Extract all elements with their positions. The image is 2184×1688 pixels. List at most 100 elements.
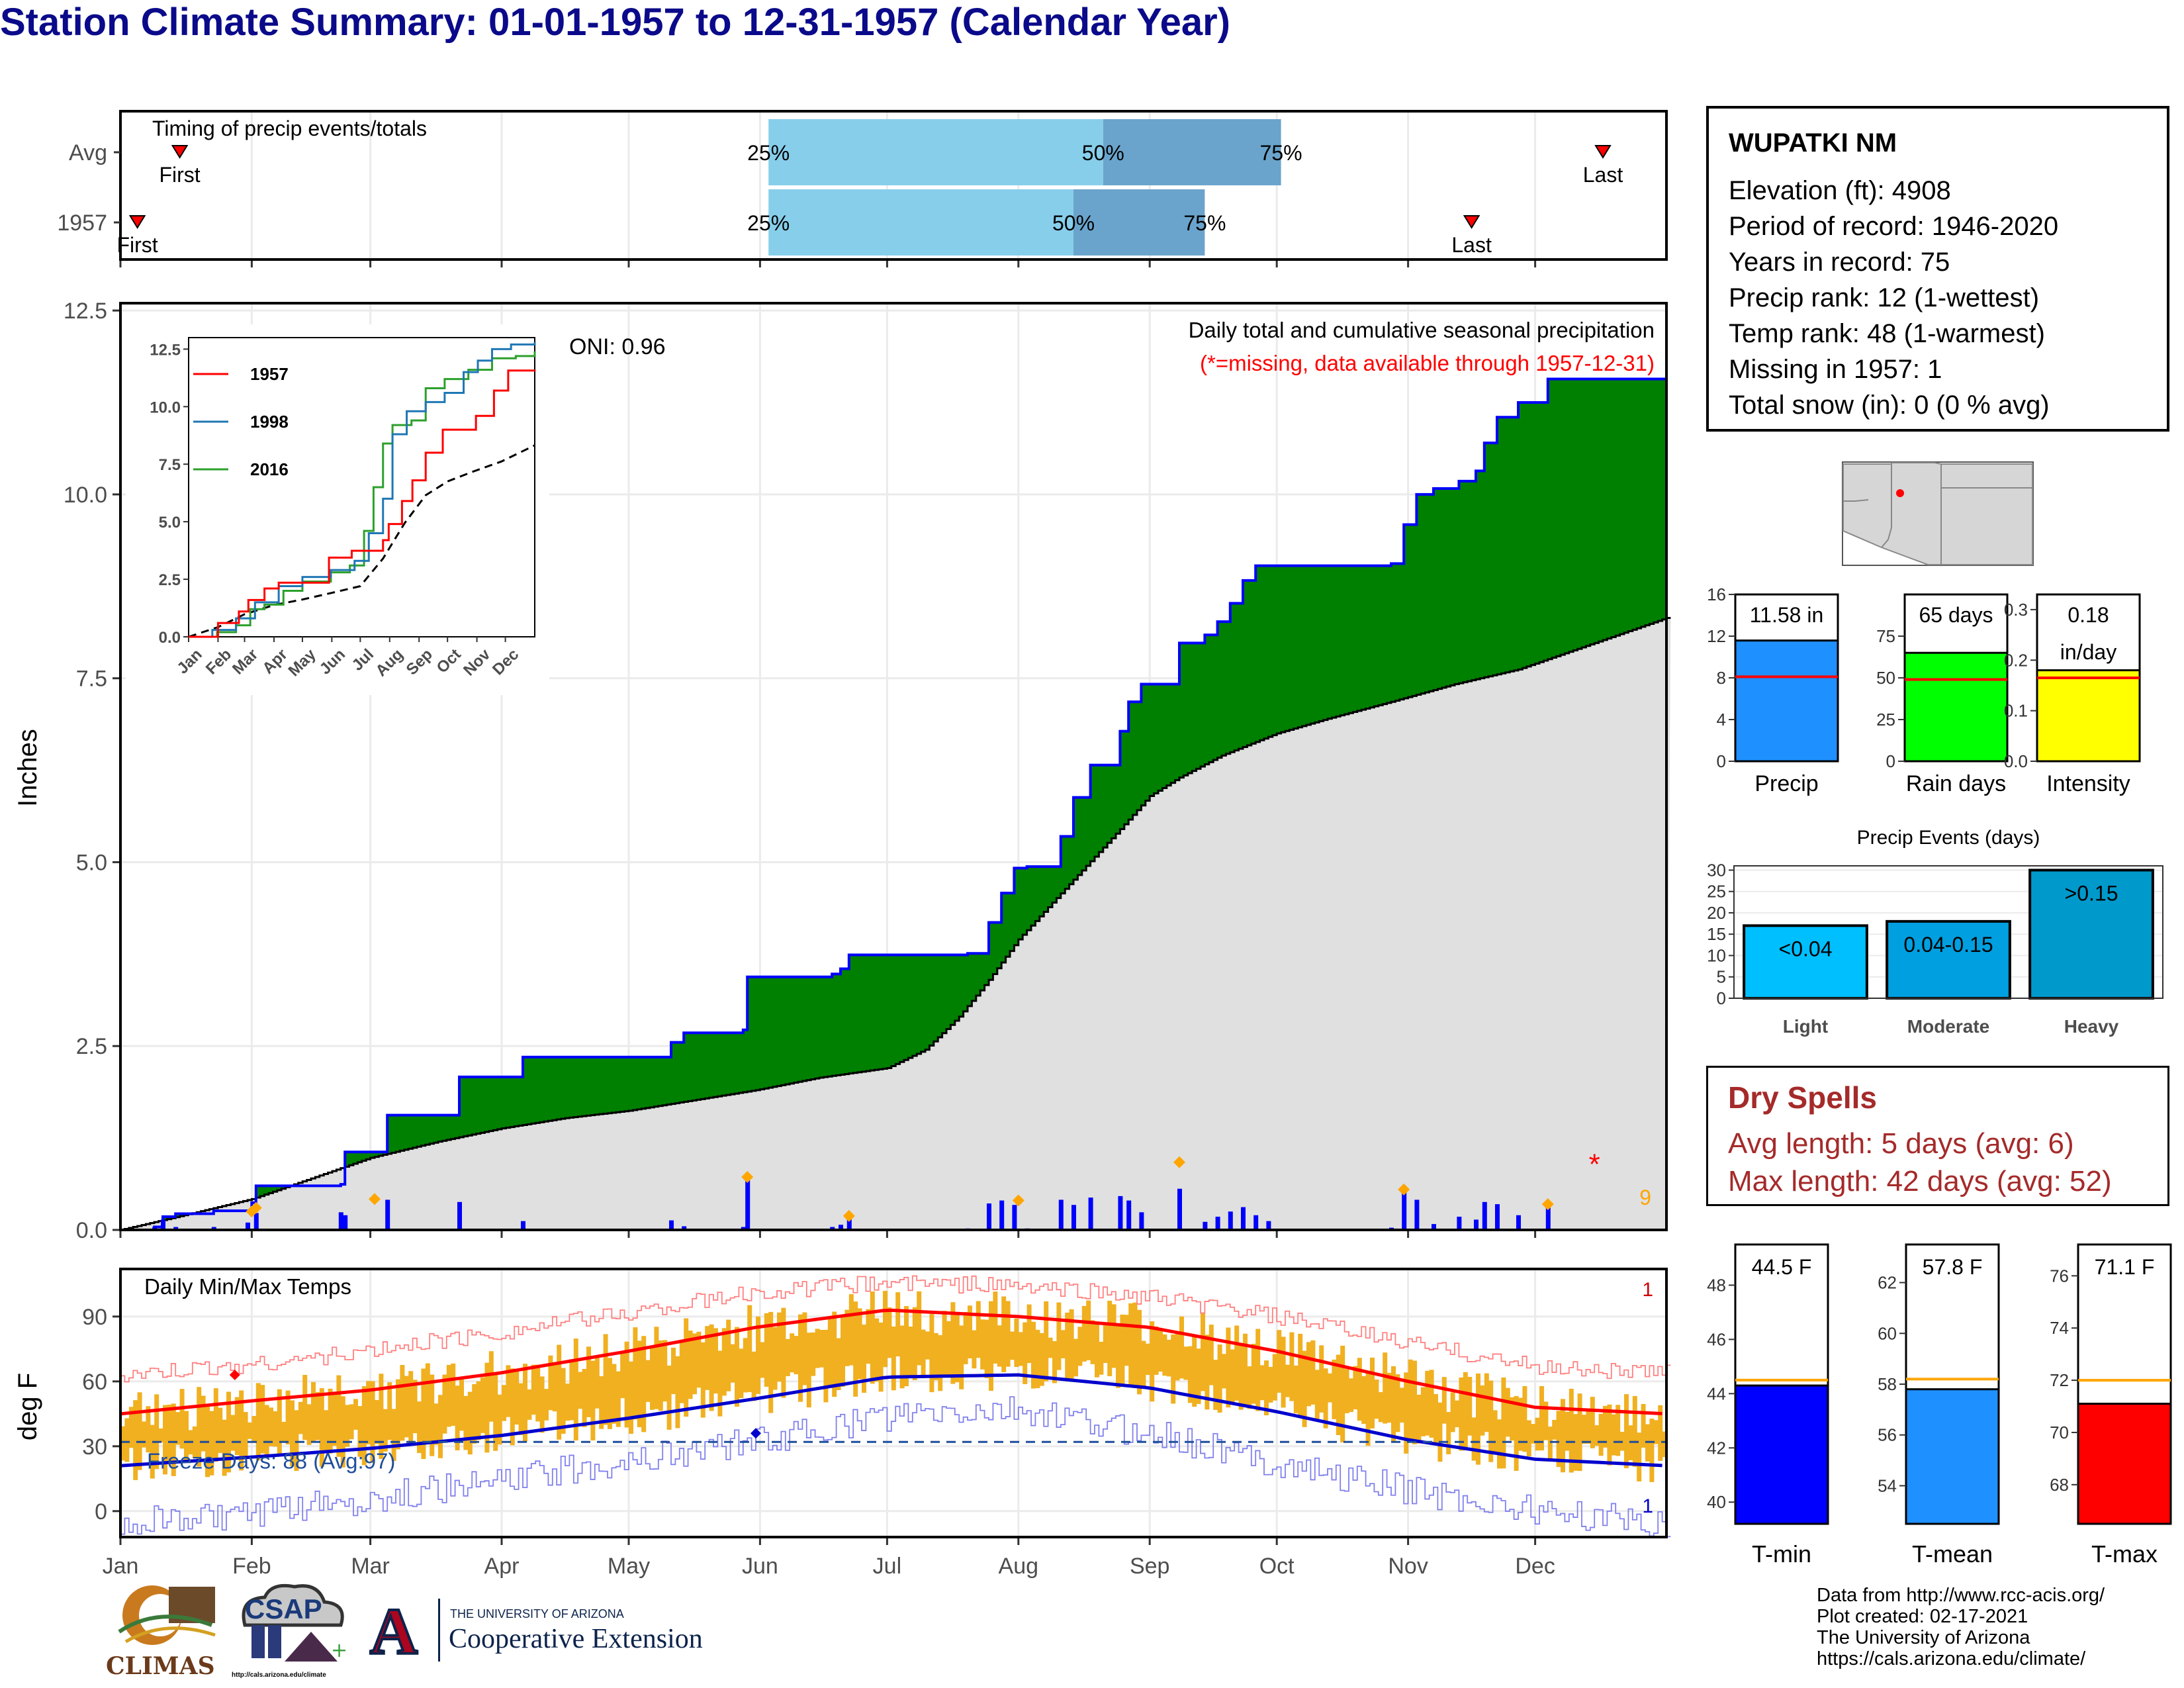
temp-bar-y-tick-label: 68 bbox=[2050, 1475, 2069, 1495]
daily-temp-range-bar bbox=[1081, 1305, 1087, 1362]
daily-temp-range-bar bbox=[1039, 1333, 1044, 1386]
daily-temp-range-bar bbox=[654, 1327, 659, 1409]
record-diamond-marker bbox=[842, 1209, 855, 1222]
station-info-line: Missing in 1957: 1 bbox=[1729, 355, 1942, 384]
daily-temp-range-bar bbox=[874, 1318, 880, 1382]
daily-temp-range-bar bbox=[552, 1364, 557, 1412]
daily-temp-range-bar bbox=[1370, 1357, 1375, 1429]
daily-temp-range-bar bbox=[1429, 1370, 1434, 1438]
inset-y-tick-label: 5.0 bbox=[159, 514, 181, 532]
precip-events-y-tick-label: 10 bbox=[1707, 945, 1726, 965]
record-temp-marker bbox=[751, 1428, 761, 1439]
station-info-line: Temp rank: 48 (1-warmest) bbox=[1729, 319, 2045, 348]
temp-x-tick-label: Aug bbox=[999, 1554, 1039, 1579]
daily-temp-range-bar bbox=[599, 1376, 604, 1429]
summary-bar-name: Precip bbox=[1754, 771, 1818, 796]
daily-precip-bar bbox=[161, 1219, 165, 1230]
daily-precip-bar bbox=[1058, 1199, 1064, 1230]
daily-temp-range-bar bbox=[142, 1421, 146, 1448]
daily-temp-range-bar bbox=[1361, 1376, 1367, 1424]
daily-temp-range-bar bbox=[459, 1380, 464, 1431]
daily-precip-bar bbox=[741, 1227, 746, 1230]
daily-temp-range-bar bbox=[1383, 1352, 1388, 1424]
daily-temp-range-bar bbox=[463, 1395, 469, 1450]
station-info-line: Period of record: 1946-2020 bbox=[1729, 212, 2059, 241]
page-title: Station Climate Summary: 01-01-1957 to 1… bbox=[0, 1, 1230, 44]
credits: Data from http://www.rcc-acis.org/ Plot … bbox=[1817, 1585, 2105, 1670]
daily-temp-range-bar bbox=[760, 1342, 765, 1378]
timing-panel: Timing of precip events/totals Avg 25% 50% 7… bbox=[57, 110, 1668, 267]
csap-wordmark: CSAP bbox=[245, 1593, 322, 1624]
daily-temp-range-bar bbox=[251, 1416, 257, 1443]
timing-last-label: Last bbox=[1583, 163, 1623, 187]
daily-temp-range-bar bbox=[361, 1386, 367, 1466]
daily-temp-range-bar bbox=[1281, 1336, 1286, 1408]
daily-temp-range-bar bbox=[633, 1327, 638, 1420]
timing-bar-upper bbox=[1073, 189, 1205, 256]
timing-pct-50: 50% bbox=[1082, 141, 1124, 165]
daily-temp-range-bar bbox=[891, 1326, 896, 1391]
timing-bar-lower bbox=[768, 119, 1103, 185]
daily-temp-range-bar bbox=[972, 1330, 977, 1369]
summary-bar-fill bbox=[1903, 651, 2009, 763]
summary-bar-name: Rain days bbox=[1906, 771, 2006, 796]
daily-temp-range-bar bbox=[709, 1324, 714, 1411]
precip-events-bar-label: >0.15 bbox=[2065, 881, 2118, 905]
daily-temp-range-bar bbox=[1455, 1400, 1459, 1428]
daily-temp-range-bar bbox=[688, 1331, 693, 1399]
daily-temp-range-bar bbox=[455, 1385, 460, 1450]
record-low-count: 1 bbox=[1642, 1495, 1653, 1517]
daily-temp-range-bar bbox=[1531, 1424, 1536, 1444]
daily-temp-range-bar bbox=[1005, 1301, 1011, 1367]
daily-temp-range-bar bbox=[608, 1358, 612, 1429]
daily-precip-bar bbox=[846, 1215, 852, 1230]
daily-temp-range-bar bbox=[1328, 1373, 1332, 1403]
daily-temp-range-bar bbox=[451, 1363, 456, 1426]
daily-temp-range-bar bbox=[175, 1412, 181, 1445]
daily-temp-range-bar bbox=[1459, 1377, 1464, 1451]
daily-temp-range-bar bbox=[1501, 1377, 1506, 1469]
daily-temp-range-bar bbox=[171, 1403, 176, 1476]
daily-temp-range-bar bbox=[531, 1364, 536, 1415]
daily-temp-range-bar bbox=[1374, 1380, 1379, 1419]
daily-temp-range-bar bbox=[1264, 1360, 1269, 1416]
daily-temp-range-bar bbox=[1060, 1330, 1066, 1358]
precip-events-y-tick-label: 5 bbox=[1717, 967, 1726, 987]
daily-precip-bar bbox=[385, 1199, 390, 1230]
daily-temp-range-bar bbox=[1137, 1309, 1142, 1395]
daily-temp-range-bar bbox=[1332, 1359, 1337, 1419]
daily-precip-bar bbox=[457, 1201, 462, 1230]
precip-caption: Daily total and cumulative seasonal prec… bbox=[1189, 318, 1655, 342]
daily-temp-range-bar bbox=[1590, 1397, 1595, 1448]
dry-spells-avg: Avg length: 5 days (avg: 6) bbox=[1728, 1127, 2074, 1160]
summary-bar-y-tick-label: 12 bbox=[1707, 626, 1726, 646]
daily-temp-range-bar bbox=[1154, 1326, 1159, 1375]
daily-temp-range-bar bbox=[883, 1291, 887, 1368]
daily-temp-range-bar bbox=[586, 1346, 591, 1417]
daily-temp-range-bar bbox=[1565, 1411, 1570, 1451]
daily-temp-range-bar bbox=[502, 1385, 506, 1421]
precip-events-bar-label: 0.04-0.15 bbox=[1903, 933, 1993, 957]
csap-logo: + CSAP http://cals.arizona.edu/climate bbox=[232, 1579, 351, 1685]
temp-x-tick-label: Jan bbox=[103, 1554, 139, 1579]
daily-temp-range-bar bbox=[1230, 1349, 1235, 1403]
daily-temp-range-bar bbox=[269, 1407, 273, 1446]
daily-temp-range-bar bbox=[641, 1336, 647, 1432]
daily-temp-range-bar bbox=[1213, 1360, 1218, 1410]
daily-temp-range-bar bbox=[1632, 1396, 1637, 1467]
daily-temp-range-bar bbox=[1349, 1378, 1353, 1413]
daily-temp-range-bar bbox=[1637, 1432, 1642, 1481]
precip-missing-note: (*=missing, data available through 1957-… bbox=[1200, 351, 1655, 375]
daily-temp-range-bar bbox=[340, 1396, 345, 1468]
daily-temp-range-bar bbox=[539, 1376, 545, 1433]
daily-temp-range-bar bbox=[1488, 1380, 1494, 1462]
daily-temp-range-bar bbox=[306, 1404, 312, 1445]
inset-1998-line bbox=[189, 342, 536, 638]
daily-temp-range-bar bbox=[1226, 1327, 1231, 1408]
daily-temp-range-bar bbox=[1607, 1404, 1612, 1466]
daily-temp-range-bar bbox=[1124, 1315, 1129, 1366]
daily-temp-range-bar bbox=[1603, 1405, 1608, 1448]
dry-spells-title: Dry Spells bbox=[1728, 1080, 1877, 1115]
daily-temp-range-bar bbox=[311, 1382, 316, 1442]
daily-temp-range-bar bbox=[578, 1372, 583, 1409]
